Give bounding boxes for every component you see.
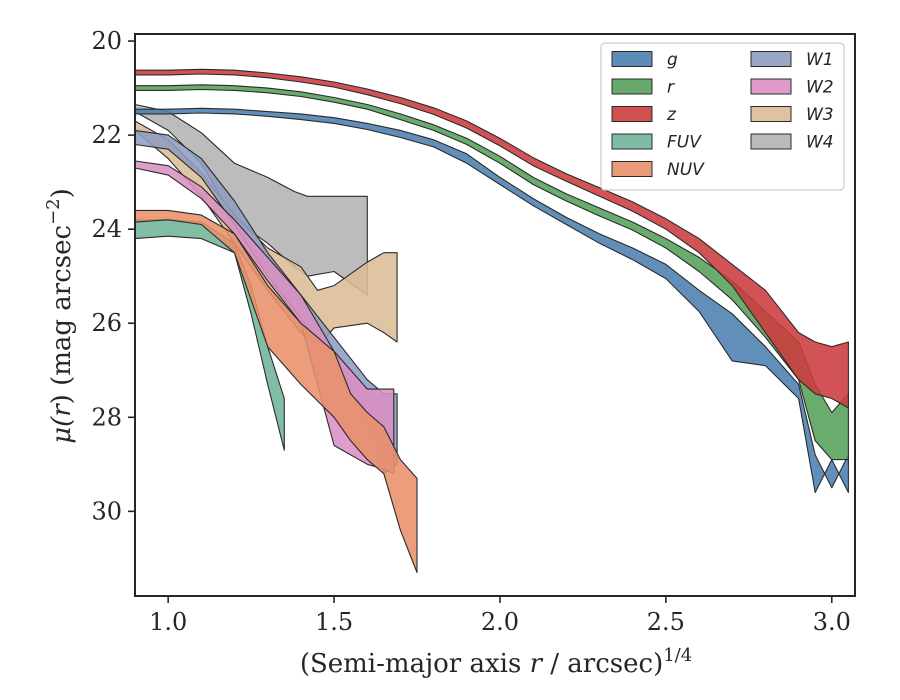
legend-swatch-w1 <box>750 51 792 67</box>
legend-swatch-nuv <box>611 161 653 177</box>
y-tick-label: 26 <box>91 309 122 337</box>
y-axis-label-rest: ) (mag arcsec <box>47 225 77 404</box>
x-tick-label: 2.0 <box>481 608 519 636</box>
legend-label-w1: W1 <box>806 50 834 70</box>
y-axis-label-close: ) <box>47 188 77 198</box>
y-axis-label-sup: −2 <box>43 198 64 225</box>
x-axis-label-sup: 1/4 <box>663 645 692 666</box>
band-g <box>134 107 849 494</box>
profile-bands <box>134 68 849 574</box>
y-tick-label: 24 <box>91 215 122 243</box>
y-axis-label-var: r <box>47 403 77 417</box>
y-tick-label: 30 <box>91 497 122 525</box>
legend-swatch-z <box>611 106 653 122</box>
y-axis-label-mu: μ( <box>47 416 77 444</box>
x-axis-label-post: / arcsec) <box>542 649 663 679</box>
legend-label-z: z <box>666 105 677 125</box>
x-tick-label: 1.0 <box>149 608 187 636</box>
y-axis-label: μ(r) (mag arcsec−2) <box>43 188 77 444</box>
x-axis-label: (Semi-major axis r / arcsec)1/4 <box>300 645 692 679</box>
legend-swatch-fuv <box>611 133 653 150</box>
legend-swatch-w2 <box>750 78 792 95</box>
band-z <box>134 68 849 409</box>
y-axis-ticks: 20 22 24 26 28 30 <box>91 27 135 525</box>
x-tick-label: 3.0 <box>813 608 851 636</box>
y-tick-label: 20 <box>91 27 122 55</box>
legend-swatch-w3 <box>750 106 792 122</box>
legend-label-w3: W3 <box>806 105 834 125</box>
x-axis-ticks: 1.0 1.5 2.0 2.5 3.0 <box>149 596 851 636</box>
legend-swatch-w4 <box>750 133 792 150</box>
x-tick-label: 1.5 <box>315 608 353 636</box>
x-axis-label-pre: (Semi-major axis <box>300 649 530 679</box>
y-tick-label: 22 <box>91 121 122 149</box>
legend-label-g: g <box>667 50 678 70</box>
legend-swatch-g <box>611 51 653 67</box>
legend-label-fuv: FUV <box>667 133 702 153</box>
x-axis-label-var: r <box>530 649 544 679</box>
legend-label-w2: W2 <box>806 78 834 98</box>
x-tick-label: 2.5 <box>647 608 685 636</box>
band-nuv <box>134 209 418 574</box>
plot-frame <box>134 33 856 597</box>
y-tick-label: 28 <box>91 403 122 431</box>
legend: grz FUV NUV W1 W2 W3 W4 <box>600 42 845 191</box>
legend-label-w4: W4 <box>806 133 834 153</box>
legend-label-nuv: NUV <box>667 160 705 180</box>
legend-swatch-r <box>611 78 653 95</box>
band-r <box>134 84 849 461</box>
legend-label-r: r <box>667 78 675 98</box>
